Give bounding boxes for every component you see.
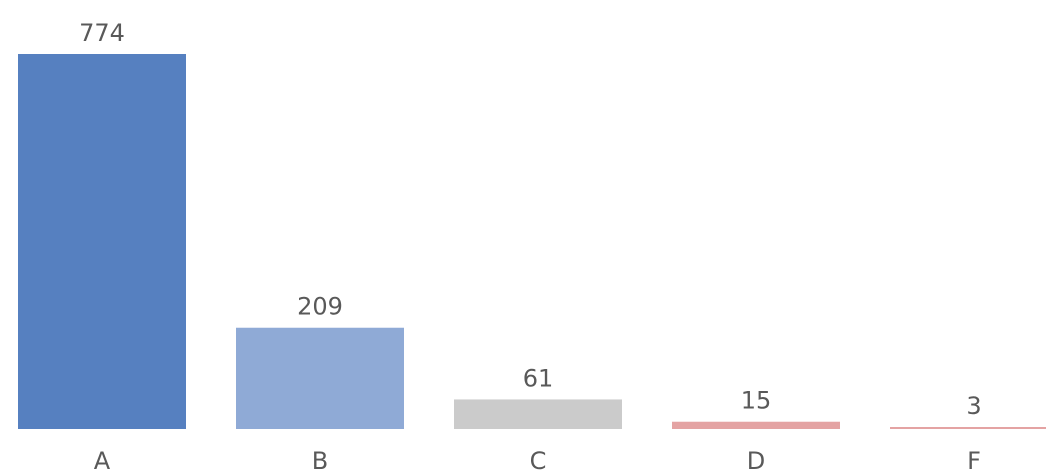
bar-b [236,327,404,429]
x-tick-label-c: C [530,447,547,475]
data-label-b: 209 [297,293,343,321]
x-tick-label-f: F [967,447,981,475]
bar-c [454,399,622,429]
x-tick-label-a: A [94,447,111,475]
bars-group [18,54,1046,429]
data-label-d: 15 [741,387,772,415]
data-label-f: 3 [966,392,981,420]
data-label-c: 61 [523,364,554,392]
x-tick-label-b: B [312,447,328,475]
x-tick-label-d: D [747,447,765,475]
bar-f [890,427,1046,429]
bar-a [18,54,186,429]
value-labels-group: 774 209 61 15 3 [79,19,982,420]
bar-d [672,421,840,429]
data-label-a: 774 [79,19,125,47]
